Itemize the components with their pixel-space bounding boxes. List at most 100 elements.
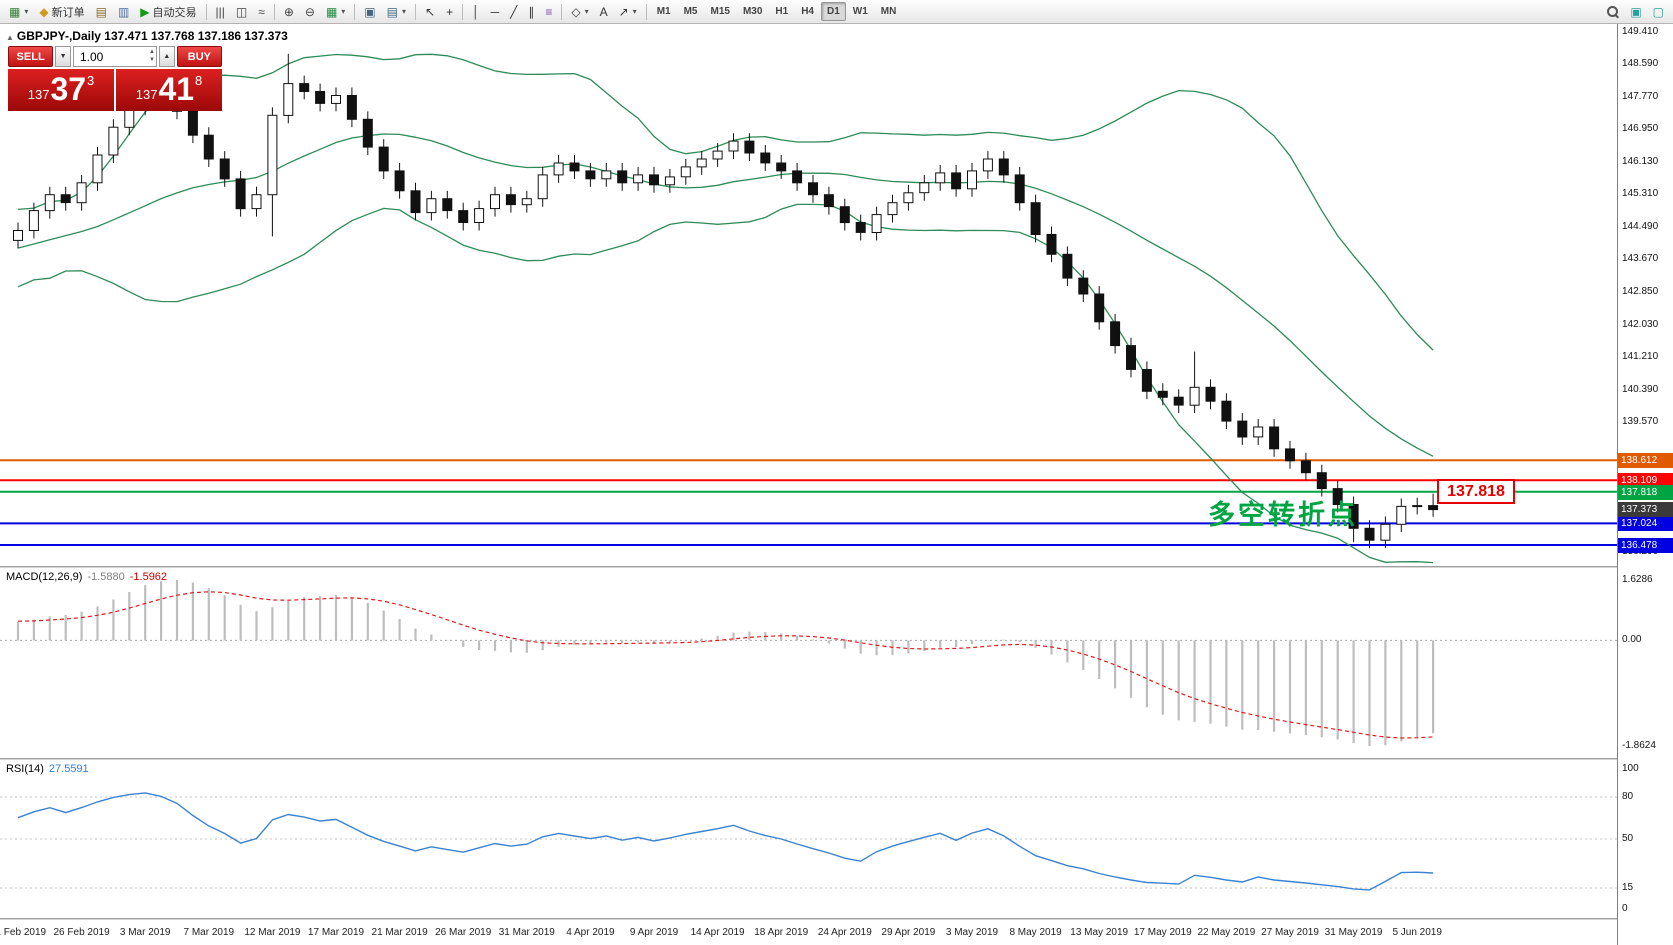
timeframe-m15-button[interactable]: M15	[710, 6, 730, 17]
sell-price-pip: 3	[87, 73, 95, 88]
autotrade-button[interactable]: ▶ 自动交易	[135, 2, 201, 22]
macd-scale-max: 1.6286	[1622, 574, 1653, 585]
panel-splitter[interactable]	[0, 566, 1673, 568]
rsi-value: 27.5591	[48, 763, 89, 775]
rsi-indicator-panel[interactable]	[0, 760, 1617, 918]
buy-price-pip: 8	[195, 73, 203, 88]
buy-button[interactable]: BUY	[176, 46, 222, 67]
chart-window-icon[interactable]: ▤ ▾	[382, 2, 411, 22]
line-chart-icon: ≈	[258, 4, 265, 19]
date-axis-label: 27 May 2019	[1261, 927, 1319, 938]
dropdown-caret-icon[interactable]: ▾	[24, 7, 29, 16]
community-window-icon: ▣	[1630, 4, 1642, 19]
crosshair-icon: +	[446, 4, 454, 19]
date-axis-label: 3 May 2019	[945, 927, 999, 938]
timeframe-h1-button[interactable]: H1	[775, 6, 789, 17]
panel-splitter[interactable]	[0, 918, 1673, 920]
rsi-level-label: 15	[1622, 882, 1634, 893]
candlestick-chart-icon[interactable]: ◫	[231, 2, 252, 22]
price-annotation-label[interactable]: 137.818	[1437, 478, 1515, 504]
price-chart[interactable]	[0, 24, 1617, 566]
search-icon[interactable]	[1602, 2, 1624, 22]
macd-name: MACD(12,26,9)	[6, 571, 83, 583]
data-window-icon: ▥	[117, 4, 130, 19]
timeframe-d1-button[interactable]: D1	[821, 2, 846, 21]
dropdown-caret-icon[interactable]: ▾	[584, 7, 589, 16]
price-tick-label: 149.410	[1622, 25, 1659, 37]
community-window-icon[interactable]: ▣	[1625, 2, 1646, 22]
fibonacci-icon[interactable]: ≡	[540, 2, 557, 22]
timeframe-w1-button[interactable]: W1	[852, 6, 868, 17]
cursor-icon[interactable]: ↖	[420, 2, 440, 22]
date-axis-label: 4 Apr 2019	[566, 927, 615, 938]
price-axis[interactable]: 149.410 148.590 147.770 146.950 146.130 145.3…	[1617, 24, 1673, 945]
text-label-icon[interactable]: A	[595, 2, 613, 22]
price-tick-label: 148.590	[1622, 58, 1659, 70]
macd-scale-zero: 0.00	[1622, 634, 1642, 646]
sell-price-big: 37	[50, 71, 87, 107]
chart-profiles-icon[interactable]: ▤	[91, 2, 112, 22]
price-level-badge[interactable]: 138.612	[1618, 453, 1673, 469]
dropdown-caret-icon[interactable]: ▾	[632, 7, 637, 16]
price-level-badge[interactable]: 136.478	[1618, 538, 1673, 554]
line-chart-icon[interactable]: ≈	[253, 2, 270, 22]
volume-spin-up-icon[interactable]: ▲	[149, 49, 155, 55]
horizontal-line-icon[interactable]: ─	[486, 2, 505, 22]
macd-main-value: -1.5880	[87, 571, 125, 583]
dropdown-caret-icon[interactable]: ▾	[341, 7, 346, 16]
equidistant-channel-icon[interactable]: ∥	[523, 2, 539, 22]
sell-price-button[interactable]: 137 37 3	[8, 69, 114, 111]
zoom-out-icon[interactable]: ⊖	[300, 2, 320, 22]
timeframe-m1-button[interactable]: M1	[656, 6, 671, 17]
play-icon: ▶	[140, 4, 150, 19]
volume-up-button[interactable]: ▲	[159, 46, 175, 67]
volume-spin-down-icon[interactable]: ▼	[149, 57, 155, 63]
date-axis[interactable]: 21 Feb 2019 26 Feb 2019 3 Mar 2019 7 Mar 20…	[0, 920, 1617, 945]
tile-windows-icon[interactable]: ▣	[359, 2, 380, 22]
sell-button[interactable]: SELL	[8, 46, 54, 67]
turning-point-annotation[interactable]: 多空转折点	[1208, 499, 1358, 530]
arrow-objects-icon[interactable]: ↗ ▾	[614, 2, 642, 22]
window-layout-icon: ▢	[1652, 4, 1664, 19]
vertical-line-icon[interactable]: │	[467, 2, 485, 22]
bar-chart-icon[interactable]: |||	[211, 2, 230, 22]
shapes-icon[interactable]: ◇ ▾	[566, 2, 593, 22]
price-level-badge[interactable]: 138.109	[1618, 473, 1673, 489]
macd-indicator-panel[interactable]	[0, 568, 1617, 758]
buy-price-button[interactable]: 137 41 8	[116, 69, 222, 111]
volume-input[interactable]	[73, 46, 157, 67]
rsi-scale-max: 100	[1622, 763, 1639, 774]
indicators-list-icon: ▦	[325, 4, 338, 19]
date-axis-label: 18 Apr 2019	[754, 927, 809, 938]
data-window-icon[interactable]: ▥	[113, 2, 134, 22]
timeframe-h4-button[interactable]: H4	[801, 6, 814, 17]
trendline-icon[interactable]: ╱	[505, 2, 522, 22]
indicators-list-icon[interactable]: ▦ ▾	[321, 2, 350, 22]
timeframe-m5-button[interactable]: M5	[683, 6, 698, 17]
current-price-badge[interactable]: 137.373	[1618, 502, 1673, 518]
new-chart-icon: ▦	[9, 4, 21, 19]
date-axis-label: 14 Apr 2019	[690, 927, 745, 938]
panel-splitter[interactable]	[0, 758, 1673, 760]
toolbar-separator	[462, 3, 464, 20]
date-axis-label: 12 Mar 2019	[244, 927, 301, 938]
date-axis-label: 26 Feb 2019	[53, 927, 110, 938]
collapse-arrow-icon[interactable]: ▲	[6, 33, 14, 42]
dropdown-caret-icon[interactable]: ▾	[401, 7, 406, 16]
magnifier-glyph	[1607, 5, 1619, 18]
crosshair-icon[interactable]: +	[441, 2, 458, 22]
price-tick-label: 146.950	[1622, 123, 1659, 135]
date-axis-label: 9 Apr 2019	[629, 927, 679, 938]
price-level-badge[interactable]: 137.818	[1618, 484, 1673, 500]
window-layout-icon[interactable]: ▢	[1648, 2, 1669, 22]
chart-profiles-icon: ▤	[95, 4, 107, 19]
new-order-button[interactable]: ◆ 新订单	[34, 2, 89, 22]
new-chart-icon[interactable]: ▦ ▾	[4, 2, 33, 22]
volume-down-button[interactable]: ▼	[55, 46, 71, 67]
timeframe-m30-button[interactable]: M30	[742, 6, 763, 17]
zoom-in-icon[interactable]: ⊕	[279, 2, 299, 22]
cursor-icon: ↖	[425, 4, 436, 19]
date-axis-label: 7 Mar 2019	[183, 927, 235, 938]
timeframe-mn-button[interactable]: MN	[880, 6, 897, 17]
price-level-badge[interactable]: 137.024	[1618, 516, 1673, 532]
